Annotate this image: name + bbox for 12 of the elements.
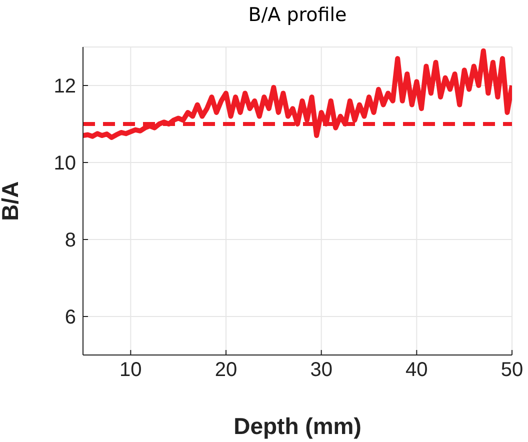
chart-title: B/A profile [247, 4, 348, 26]
y-tick-label: 6 [64, 306, 76, 329]
y-tick-label: 12 [54, 76, 76, 98]
x-axis-title: Depth (mm) [234, 413, 362, 439]
y-axis-title: B/A [0, 181, 24, 221]
x-tick-label: 20 [214, 359, 238, 382]
y-tick-label: 8 [64, 230, 76, 252]
y-tick-label: 10 [54, 152, 76, 175]
x-tick-label: 40 [406, 359, 428, 382]
x-tick-label: 30 [310, 359, 332, 382]
x-tick-label: 50 [500, 359, 524, 382]
x-tick-label: 10 [120, 359, 142, 382]
